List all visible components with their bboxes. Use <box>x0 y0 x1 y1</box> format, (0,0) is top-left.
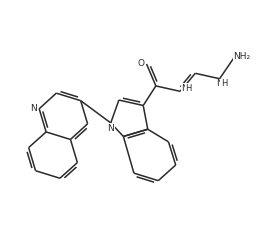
Text: H: H <box>185 85 192 93</box>
Text: NH₂: NH₂ <box>234 52 251 61</box>
Text: H: H <box>221 79 227 88</box>
Text: O: O <box>138 60 145 68</box>
Text: N: N <box>181 84 188 93</box>
Text: N: N <box>31 104 37 113</box>
Text: N: N <box>216 79 223 88</box>
Text: N: N <box>107 124 114 133</box>
